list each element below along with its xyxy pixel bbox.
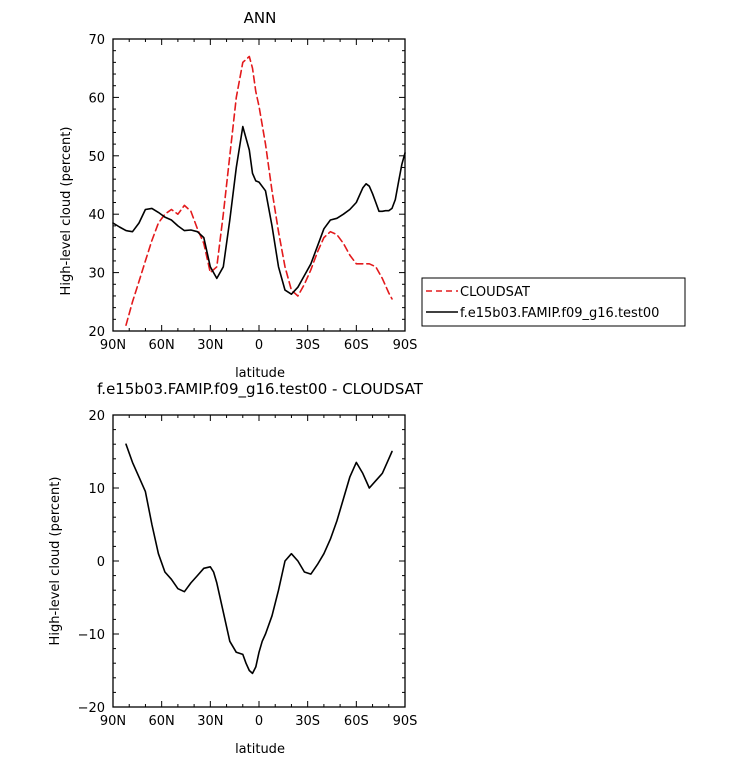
bottom-chart-ticks: 90N 60N 30N 0 30S 60S 90S −20 −10 0 10 20 [78, 409, 418, 729]
bottom-chart-y-tick-label: 20 [88, 409, 105, 424]
top-chart-frame [112, 38, 406, 332]
bottom-chart-y-tick-label: 0 [97, 555, 105, 570]
bottom-chart-x-axis-label: latitude [235, 742, 285, 757]
bottom-chart-panel: f.e15b03.FAMIP.f09_g16.test00 - CLOUDSAT… [48, 380, 424, 757]
top-chart-y-tick-label: 40 [88, 208, 105, 223]
bottom-chart-x-tick-label: 60S [344, 714, 369, 729]
top-chart-series-line-2 [112, 125, 406, 296]
top-chart-y-tick-label: 20 [88, 325, 105, 340]
bottom-chart-y-tick-label: −10 [78, 628, 105, 643]
bottom-chart-x-tick-label: 30S [295, 714, 320, 729]
top-chart-panel: ANN High-level cloud (percent) latitude … [59, 9, 417, 381]
bottom-chart-series-line-1 [125, 443, 393, 675]
bottom-chart-title: f.e15b03.FAMIP.f09_g16.test00 - CLOUDSAT [97, 380, 424, 399]
bottom-chart-x-tick-label: 30N [197, 714, 223, 729]
top-chart-x-tick-label: 30N [197, 338, 223, 353]
bottom-chart-y-tick-label: 10 [88, 482, 105, 497]
top-chart-x-tick-label: 90N [100, 338, 126, 353]
bottom-chart-x-tick-label: 90S [393, 714, 418, 729]
top-chart-y-tick-label: 70 [88, 33, 105, 48]
top-chart-x-tick-label: 0 [255, 338, 263, 353]
bottom-chart-series [125, 443, 393, 675]
top-chart-x-tick-label: 90S [393, 338, 418, 353]
top-chart-series-line-1 [125, 55, 393, 327]
top-chart-y-tick-label: 60 [88, 91, 105, 106]
top-chart-x-tick-label: 30S [295, 338, 320, 353]
bottom-chart-y-tick-label: −20 [78, 701, 105, 716]
bottom-chart-x-tick-label: 90N [100, 714, 126, 729]
legend-box [421, 277, 686, 327]
top-chart-ticks: 90N 60N 30N 0 30S 60S 90S 20 30 40 50 60 70 [88, 33, 417, 353]
top-chart-x-tick-label: 60S [344, 338, 369, 353]
top-chart-x-tick-label: 60N [149, 338, 175, 353]
top-chart-series [112, 55, 406, 327]
top-chart-y-tick-label: 50 [88, 150, 105, 165]
top-chart-y-tick-label: 30 [88, 267, 105, 282]
legend: CLOUDSAT f.e15b03.FAMIP.f09_g16.test00 [421, 277, 686, 327]
top-chart-title: ANN [244, 9, 277, 27]
bottom-chart-x-tick-label: 60N [149, 714, 175, 729]
bottom-chart-y-axis-label: High-level cloud (percent) [48, 477, 63, 646]
top-chart-y-axis-label: High-level cloud (percent) [59, 127, 74, 296]
legend-label-model: f.e15b03.FAMIP.f09_g16.test00 [460, 306, 659, 321]
bottom-chart-x-tick-label: 0 [255, 714, 263, 729]
legend-label-cloudsat: CLOUDSAT [460, 285, 530, 300]
top-chart-x-axis-label: latitude [235, 366, 285, 381]
bottom-chart-frame [112, 414, 406, 708]
